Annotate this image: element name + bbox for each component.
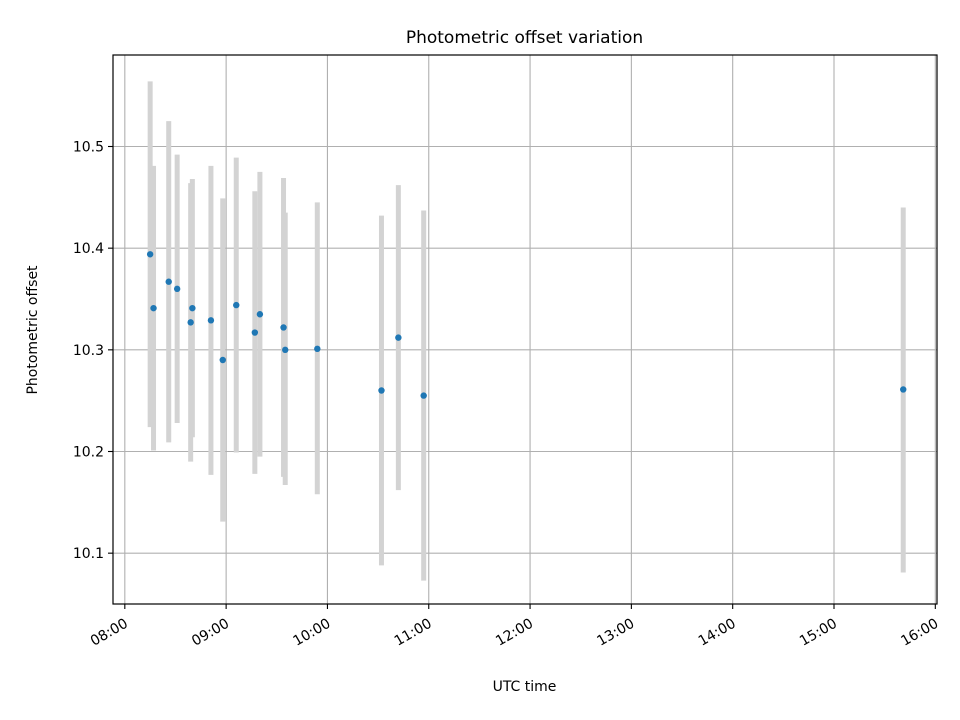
- data-point: [251, 329, 259, 336]
- chart-title: Photometric offset variation: [406, 28, 643, 48]
- data-point: [187, 319, 194, 326]
- y-axis-title: Photometric offset: [25, 265, 41, 395]
- data-point: [207, 317, 215, 324]
- x-tick-label: 14:00: [696, 616, 739, 650]
- data-point: [395, 334, 402, 341]
- data-point: [282, 346, 289, 354]
- grid: [113, 55, 937, 604]
- x-tick-label: 16:00: [898, 616, 941, 650]
- error-bars: [147, 81, 906, 581]
- data-point: [256, 311, 264, 318]
- data-point: [420, 392, 427, 399]
- x-tick-label: 09:00: [189, 616, 232, 650]
- data-point: [165, 278, 172, 285]
- data-point: [233, 301, 240, 309]
- y-axis-ticks: 10.1 10.2 10.3 10.4 10.5: [73, 140, 113, 562]
- data-point: [378, 387, 385, 394]
- x-tick-label: 15:00: [797, 616, 840, 650]
- data-point: [189, 304, 196, 312]
- x-tick-label: 11:00: [392, 616, 435, 650]
- data-point: [900, 386, 907, 393]
- y-tick-label: 10.4: [73, 241, 104, 257]
- y-tick-label: 10.5: [73, 140, 104, 156]
- x-axis-title: UTC time: [493, 679, 557, 695]
- x-tick-label: 13:00: [594, 616, 637, 650]
- data-point: [314, 345, 321, 353]
- data-points: [146, 251, 907, 399]
- x-tick-label: 12:00: [493, 616, 536, 650]
- data-point: [146, 251, 154, 258]
- y-tick-label: 10.3: [73, 343, 104, 359]
- y-tick-label: 10.1: [73, 546, 104, 562]
- x-axis-ticks: 08:00 09:00 10:00 11:00 12:00 13:00 14:00 15:00…: [88, 604, 941, 650]
- data-point: [150, 304, 157, 312]
- y-tick-label: 10.2: [73, 445, 104, 461]
- data-point: [280, 324, 287, 331]
- data-point: [219, 356, 226, 364]
- data-point: [173, 285, 181, 293]
- x-tick-label: 10:00: [290, 616, 333, 650]
- x-tick-label: 08:00: [88, 616, 131, 650]
- plot-frame: [112, 54, 938, 605]
